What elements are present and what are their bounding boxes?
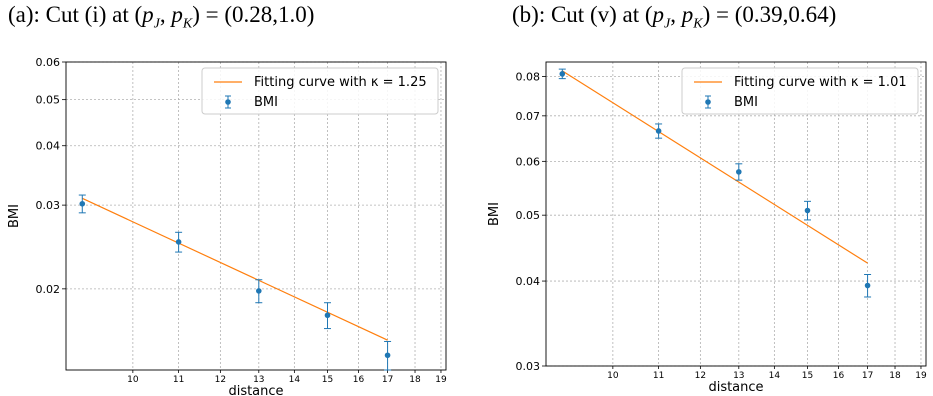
legend-label-fit: Fitting curve with κ = 1.25 (254, 75, 427, 90)
chart-a-title: (a): Cut (i) at (pJ, pK) = (0.28,1.0) (8, 2, 315, 32)
data-point (384, 352, 391, 359)
x-axis-label: distance (228, 384, 283, 396)
y-axis-label: BMI (487, 202, 502, 226)
y-axis-label: BMI (7, 204, 22, 228)
y-tick-label: 0.03 (36, 199, 61, 212)
y-tick-label: 0.07 (516, 110, 541, 123)
x-tick-label: 16 (353, 375, 365, 385)
fit-line (82, 197, 388, 341)
data-point (864, 282, 871, 289)
x-tick-label: 17 (382, 375, 393, 385)
data-point (655, 128, 662, 134)
x-tick-label: 15 (322, 375, 333, 385)
x-tick-label: 11 (173, 375, 184, 385)
legend-box (201, 67, 439, 115)
x-tick-label: 14 (289, 375, 301, 385)
x-tick-label: 18 (889, 371, 901, 381)
data-point (736, 169, 742, 175)
x-tick-label: 12 (695, 371, 706, 381)
chart-b: 10 11 12 13 14 15 16 17 18 19 0.03 0.04 0.05 0.06 0.07… (487, 61, 927, 395)
x-tick-label: 13 (733, 371, 744, 381)
x-tick-label: 15 (802, 371, 813, 381)
y-tick-label: 0.08 (516, 70, 541, 83)
x-tick-label: 10 (607, 371, 619, 381)
legend-label-bmi: BMI (254, 95, 278, 110)
y-tick-label: 0.02 (36, 283, 61, 296)
x-tick-label: 13 (253, 375, 264, 385)
data-point (804, 207, 811, 214)
legend-point-swatch (705, 99, 711, 105)
x-tick-label: 18 (409, 375, 421, 385)
data-point (175, 239, 182, 245)
legend-label-fit: Fitting curve with κ = 1.01 (734, 75, 907, 90)
x-tick-label: 11 (653, 371, 664, 381)
plot-frame (545, 61, 927, 367)
x-tick-label: 10 (127, 375, 139, 385)
y-tick-label: 0.06 (516, 155, 541, 168)
x-tick-label: 14 (769, 371, 781, 381)
x-tick-label: 19 (435, 375, 447, 385)
x-tick-label: 17 (862, 371, 873, 381)
plot-frame (65, 61, 447, 371)
chart-b-title: (b): Cut (v) at (pJ, pK) = (0.39,0.64) (512, 2, 837, 32)
fit-line (561, 70, 868, 264)
x-axis-label: distance (708, 380, 763, 395)
y-tick-label: 0.04 (516, 275, 541, 288)
y-tick-label: 0.06 (36, 56, 61, 69)
y-tick-label: 0.03 (516, 360, 541, 373)
y-tick-label: 0.05 (36, 94, 61, 107)
x-tick-label: 12 (215, 375, 226, 385)
legend-box (681, 67, 919, 115)
chart-a: 10 11 12 13 14 15 16 17 18 19 0.02 0.03 0.04 0.05 0.06… (7, 56, 447, 396)
data-point (559, 71, 566, 77)
legend-point-swatch (225, 99, 231, 105)
x-tick-label: 16 (833, 371, 845, 381)
data-point (79, 200, 86, 207)
legend-label-bmi: BMI (734, 95, 758, 110)
y-tick-label: 0.05 (516, 209, 541, 222)
data-point (324, 312, 331, 319)
x-tick-label: 19 (915, 371, 927, 381)
y-tick-label: 0.04 (36, 140, 61, 153)
data-point (255, 288, 262, 294)
